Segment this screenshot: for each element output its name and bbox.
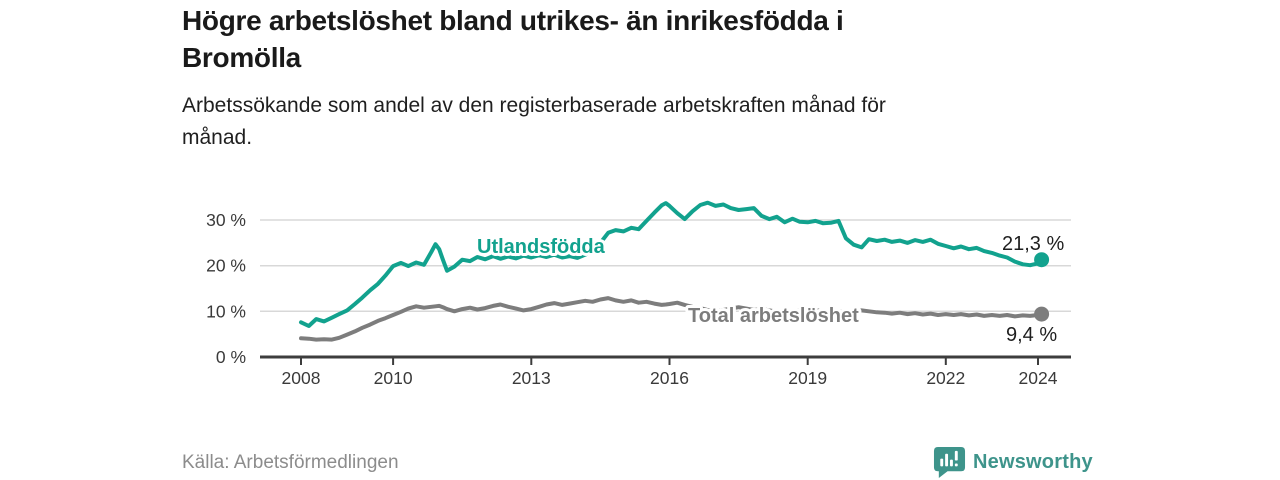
- x-tick-label: 2022: [926, 368, 965, 388]
- y-tick-label: 10 %: [206, 301, 246, 321]
- end-value-label-total-arbetsloshet: 9,4 %: [1006, 324, 1057, 346]
- chart-subtitle-line-2: månad.: [182, 126, 253, 149]
- newsworthy-logo-icon: [933, 446, 966, 479]
- unemployment-line-chart: 0 % 10 % 20 % 30 % 2008 2010 2013 2016 2019 2022 2…: [206, 200, 1071, 388]
- x-tick-label: 2019: [788, 368, 827, 388]
- newsworthy-logo-text: Newsworthy: [973, 451, 1093, 473]
- page-title: Högre arbetslöshet bland utrikes- än inr…: [182, 2, 1112, 76]
- chart-subtitle-line-1: Arbetssökande som andel av den registerb…: [182, 94, 886, 117]
- y-tick-label: 30 %: [206, 210, 246, 230]
- x-tick-label: 2008: [282, 368, 321, 388]
- series-label-utlandsfodda: Utlandsfödda: [477, 236, 606, 258]
- page-title-line-2: Bromölla: [182, 42, 301, 73]
- page-title-line-1: Högre arbetslöshet bland utrikes- än inr…: [182, 5, 844, 36]
- series-end-dot-total-arbetsloshet: [1034, 306, 1050, 322]
- y-tick-label: 20 %: [206, 256, 246, 276]
- chart-subtitle: Arbetssökande som andel av den registerb…: [182, 90, 1112, 154]
- newsworthy-logo: Newsworthy: [933, 446, 1093, 479]
- series-end-dot-utlandsfodda: [1034, 252, 1050, 268]
- x-tick-label: 2010: [374, 368, 413, 388]
- series-line-total-arbetsloshet: [299, 296, 1044, 342]
- x-tick-label: 2016: [650, 368, 689, 388]
- end-value-label-utlandsfodda: 21,3 %: [1002, 233, 1064, 255]
- series-line-utlandsfodda: [299, 200, 1044, 328]
- x-tick-label: 2024: [1019, 368, 1058, 388]
- y-tick-label: 0 %: [216, 347, 246, 367]
- x-tick-label: 2013: [512, 368, 551, 388]
- source-credit: Källa: Arbetsförmedlingen: [182, 452, 399, 473]
- series-label-total-arbetsloshet: Total arbetslöshet: [688, 305, 859, 327]
